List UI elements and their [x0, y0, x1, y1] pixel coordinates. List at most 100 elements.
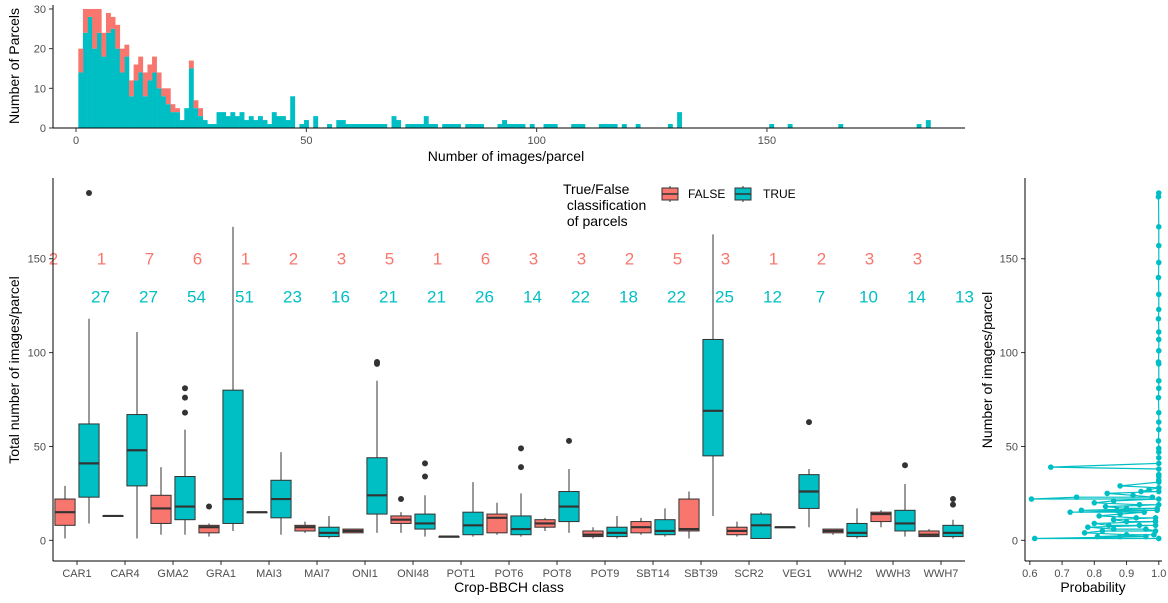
- count-label-true: 25: [715, 287, 734, 306]
- boxplot-y-ticks: 0 50 100 150: [28, 254, 53, 547]
- box-false-WWH7: [918, 529, 940, 538]
- probability-point: [1094, 533, 1101, 540]
- probability-point: [1155, 438, 1162, 444]
- boxplot-y-axis-title: Total number of images/parcel: [6, 276, 22, 464]
- box-body: [510, 515, 532, 536]
- probability-point: [1102, 503, 1109, 510]
- count-label-false: 5: [385, 250, 394, 269]
- boxplot-x-tick-label: MAI7: [304, 568, 330, 580]
- box-false-MAI3: [246, 511, 268, 514]
- boxplot-x-tick-label: CAR1: [62, 568, 91, 580]
- histogram-bar-true: [465, 124, 471, 128]
- histogram-bar-true: [405, 124, 411, 128]
- histogram-bar-true: [115, 48, 121, 129]
- probability-point: [1155, 394, 1162, 401]
- probability-x-ticks: 0.6 0.7 0.8 0.9 1.0: [1022, 561, 1166, 580]
- histogram-bar-true: [336, 120, 342, 128]
- histogram-bar-false: [96, 8, 102, 33]
- histogram-bar-false: [129, 80, 134, 97]
- box-true-SBT39: [702, 234, 724, 516]
- box-true-MAI7: [318, 515, 340, 539]
- probability-point: [1123, 531, 1130, 538]
- box-true-POT6: [510, 445, 532, 537]
- histogram-y-tick-label: 10: [34, 83, 46, 95]
- histogram-bar-true: [456, 124, 461, 128]
- box-outlier: [182, 385, 188, 392]
- probability-point: [1155, 496, 1162, 502]
- legend-label-true: TRUE: [763, 187, 796, 201]
- histogram-bar-true: [188, 68, 194, 128]
- probability-point: [1085, 524, 1091, 531]
- histogram-bar-true: [442, 124, 448, 128]
- histogram-bar-true: [603, 124, 609, 128]
- histogram-x-tick-label: 0: [73, 135, 79, 147]
- box-true-SBT14: [654, 508, 676, 537]
- probability-y-ticks: 0 50 100 150: [1000, 254, 1025, 547]
- boxplot-x-tick-label: GMA2: [157, 568, 188, 580]
- probability-point: [1155, 466, 1162, 472]
- probability-point: [1091, 520, 1098, 527]
- legend: True/False classification of parcels FAL…: [563, 181, 796, 229]
- histogram-bar-true: [78, 72, 84, 128]
- box-body: [942, 524, 964, 538]
- probability-point: [1155, 535, 1162, 542]
- histogram-bar-true: [87, 16, 93, 128]
- histogram-bar-true: [552, 124, 558, 128]
- box-body: [414, 513, 436, 530]
- probability-point: [1155, 224, 1162, 230]
- histogram-bar-false: [133, 64, 139, 81]
- histogram-bar-true: [327, 124, 332, 128]
- probability-point: [1155, 291, 1162, 298]
- histogram-bar-true: [598, 124, 604, 128]
- probability-point: [1155, 259, 1162, 266]
- histogram-bar-true: [244, 120, 250, 128]
- box-outlier: [182, 394, 188, 401]
- histogram-bar-true: [409, 124, 415, 128]
- histogram-bar-true: [239, 112, 245, 128]
- probability-point: [1155, 347, 1162, 354]
- probability-point: [1155, 419, 1162, 425]
- probability-point: [1047, 464, 1054, 470]
- probability-point: [1155, 409, 1162, 416]
- count-label-false: 1: [241, 250, 250, 269]
- histogram-bar-true: [124, 56, 130, 129]
- box-true-GMA2: [174, 385, 196, 535]
- histogram-bar-true: [105, 32, 111, 128]
- box-false-POT6: [486, 502, 508, 535]
- histogram-bar-true: [290, 96, 296, 128]
- histogram-bar-true: [262, 120, 268, 128]
- probability-point: [1155, 306, 1162, 313]
- probability-y-tick-label: 0: [1012, 535, 1018, 547]
- histogram-bar-true: [175, 112, 180, 128]
- histogram-bar-true: [446, 124, 452, 128]
- histogram-bar-true: [299, 124, 305, 128]
- histogram-bar-true: [423, 116, 429, 128]
- histogram-bar-true: [571, 124, 577, 128]
- probability-point: [1155, 336, 1162, 343]
- boxplot-x-tick-label: SBT14: [636, 568, 670, 580]
- histogram-bar-true: [110, 28, 116, 129]
- probability-point: [1155, 488, 1162, 495]
- histogram-bar-false: [87, 8, 93, 17]
- box-false-VEG1: [774, 526, 796, 529]
- histogram-bar-true: [340, 120, 346, 128]
- histogram-bar-true: [396, 120, 402, 128]
- count-label-true: 16: [331, 287, 350, 306]
- boxplot-x-tick-label: VEG1: [782, 568, 811, 580]
- boxplot-y-tick-label: 150: [28, 254, 46, 266]
- probability-point: [1152, 522, 1159, 529]
- histogram-bar-true: [377, 124, 383, 128]
- histogram-bar-true: [129, 96, 134, 128]
- histogram-bar-false: [156, 72, 162, 89]
- box-true-VEG1: [798, 419, 820, 528]
- count-label-false: 6: [193, 250, 202, 269]
- count-label-false: 3: [865, 250, 874, 269]
- histogram-bar-true: [511, 124, 517, 128]
- histogram-bar-true: [414, 124, 420, 128]
- box-true-GRA1: [222, 226, 244, 531]
- boxplot-x-axis-title: Crop-BBCH class: [454, 579, 564, 595]
- histogram-bar-true: [354, 124, 360, 128]
- histogram-bar-true: [82, 32, 88, 128]
- histogram-bar-true: [184, 108, 190, 128]
- count-label-false: 1: [97, 250, 106, 269]
